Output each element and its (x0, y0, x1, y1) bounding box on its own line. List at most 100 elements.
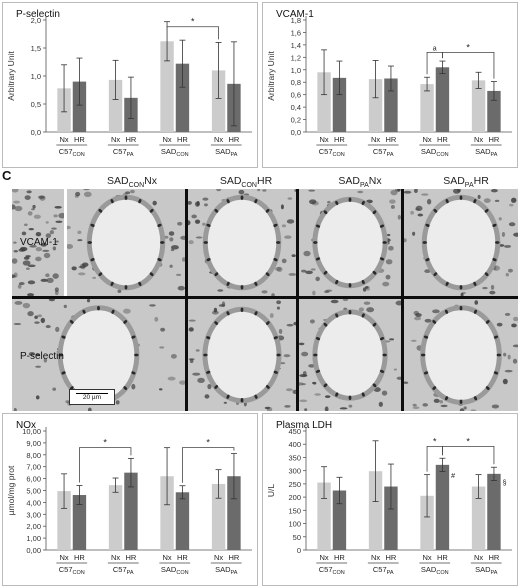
group-label: C57PA (373, 565, 394, 576)
cell-nucleus (511, 323, 517, 328)
cell-nucleus (507, 354, 511, 360)
bar-c57-pa-hr (384, 78, 398, 132)
cell-nucleus (17, 284, 22, 289)
endothelial-nucleus (273, 223, 278, 227)
y-tick-label: 1,00 (26, 534, 41, 543)
endothelial-nucleus (131, 371, 136, 375)
endothelial-nucleus (485, 386, 490, 390)
bar-c57-pa-hr (384, 486, 398, 550)
bar-category-label: Nx (162, 553, 171, 562)
cell-nucleus (513, 232, 518, 237)
bar-category-label: Nx (111, 553, 120, 562)
cell-nucleus (52, 273, 59, 279)
endothelial-nucleus (493, 371, 499, 375)
cell-nucleus (23, 223, 28, 227)
significance-marker: * (206, 438, 210, 448)
endothelial-nucleus (459, 195, 463, 200)
cell-nucleus (283, 354, 291, 358)
micro-col-title-3: SADPANx (338, 175, 382, 190)
y-tick-label: 350 (288, 453, 301, 462)
endothelial-nucleus (206, 370, 211, 374)
cell-nucleus (410, 339, 417, 342)
endothelial-nucleus (348, 395, 352, 401)
y-tick-label: 0,8 (291, 78, 301, 87)
cell-nucleus (35, 365, 42, 368)
cell-nucleus (117, 289, 122, 294)
endothelial-nucleus (382, 353, 387, 357)
endothelial-nucleus (273, 258, 278, 262)
cell-nucleus (40, 317, 46, 324)
bar-sad-con-nx (420, 84, 434, 132)
bar-category-label: Nx (371, 553, 380, 562)
cell-nucleus (309, 199, 317, 205)
endothelial-nucleus (379, 369, 385, 373)
y-tick-label: 400 (288, 440, 301, 449)
cell-nucleus (38, 195, 45, 199)
micro-cell-psel-sadcon-hr (188, 299, 296, 411)
bar-category-label: HR (177, 135, 188, 144)
bar-category-label: HR (386, 553, 397, 562)
significance-mark: # (451, 473, 455, 480)
bar-c57-con-nx (57, 491, 71, 550)
cell-nucleus (291, 254, 296, 258)
endothelial-nucleus (206, 223, 211, 227)
micro-cell-psel-sadpa-hr (404, 299, 518, 411)
cell-nucleus (404, 238, 407, 243)
cell-nucleus (278, 328, 283, 335)
cell-nucleus (301, 269, 307, 273)
cell-nucleus (58, 212, 64, 219)
bar-category-label: HR (334, 135, 345, 144)
cell-nucleus (35, 395, 40, 400)
endothelial-nucleus (266, 321, 270, 325)
cell-nucleus (131, 383, 136, 390)
cell-nucleus (274, 266, 282, 272)
cell-nucleus (12, 204, 16, 210)
cell-nucleus (280, 204, 284, 210)
endothelial-nucleus (473, 199, 477, 204)
group-label: SADPA (475, 565, 498, 576)
y-tick-label: 10,00 (22, 427, 41, 436)
scale-bar: 20 µm (69, 389, 115, 405)
chart-title: P-selectin (16, 9, 60, 20)
cell-nucleus (154, 316, 159, 322)
endothelial-nucleus (254, 281, 258, 286)
cell-nucleus (13, 322, 22, 325)
endothelial-nucleus (484, 208, 489, 213)
y-tick-label: 1,8 (291, 16, 301, 25)
cell-nucleus (508, 222, 516, 227)
cell-nucleus (509, 203, 514, 207)
cell-nucleus (159, 388, 163, 391)
endothelial-nucleus (323, 383, 328, 388)
cell-nucleus (71, 266, 77, 271)
micro-col-title-4: SADPAHR (443, 175, 489, 190)
cell-nucleus (395, 300, 401, 306)
cell-nucleus (303, 250, 311, 257)
endothelial-nucleus (254, 394, 258, 399)
endothelial-nucleus (425, 258, 430, 262)
endothelial-nucleus (361, 200, 365, 206)
y-axis-label: Arbitrary Unit (6, 51, 16, 101)
cell-nucleus (23, 256, 30, 260)
bar-sad-pa-hr (487, 473, 501, 550)
cell-nucleus (512, 358, 518, 364)
endothelial-nucleus (473, 281, 477, 286)
cell-nucleus (27, 280, 36, 285)
y-tick-label: 150 (288, 506, 301, 515)
cell-nucleus (460, 292, 464, 296)
y-tick-label: 0,4 (291, 103, 301, 112)
endothelial-nucleus (149, 208, 154, 213)
endothelial-nucleus (433, 272, 438, 277)
group-label: SADPA (215, 147, 238, 158)
vessel-lumen (426, 199, 496, 286)
significance-marker: * (103, 438, 107, 448)
y-tick-label: 0,0 (291, 128, 301, 137)
significance-marker: * (433, 436, 437, 446)
cell-nucleus (385, 274, 391, 280)
endothelial-nucleus (157, 223, 162, 227)
cell-nucleus (170, 353, 177, 359)
cell-nucleus (29, 245, 37, 248)
cell-nucleus (207, 383, 212, 390)
cell-nucleus (507, 268, 513, 273)
cell-nucleus (43, 252, 51, 259)
cell-nucleus (52, 387, 57, 391)
